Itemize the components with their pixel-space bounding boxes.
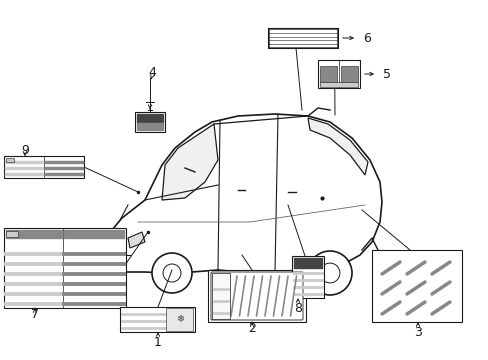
FancyBboxPatch shape (6, 231, 18, 237)
Text: 2: 2 (247, 323, 255, 336)
FancyBboxPatch shape (371, 250, 461, 322)
FancyBboxPatch shape (319, 66, 336, 82)
Polygon shape (128, 232, 145, 248)
FancyBboxPatch shape (120, 307, 195, 332)
Text: 9: 9 (21, 144, 29, 157)
FancyBboxPatch shape (267, 28, 337, 48)
Polygon shape (162, 124, 218, 200)
Text: 3: 3 (413, 325, 421, 338)
Polygon shape (307, 118, 367, 175)
Polygon shape (108, 114, 381, 273)
FancyBboxPatch shape (317, 60, 359, 88)
FancyBboxPatch shape (165, 308, 193, 331)
FancyBboxPatch shape (319, 82, 357, 87)
FancyBboxPatch shape (207, 270, 305, 322)
FancyBboxPatch shape (6, 158, 14, 162)
Text: 7: 7 (31, 309, 39, 321)
FancyBboxPatch shape (212, 273, 229, 319)
Text: 1: 1 (154, 336, 162, 348)
Circle shape (307, 251, 351, 295)
Circle shape (152, 253, 192, 293)
Text: 6: 6 (362, 31, 370, 45)
Text: 8: 8 (293, 302, 302, 315)
FancyBboxPatch shape (291, 256, 324, 298)
Text: 5: 5 (382, 68, 390, 81)
FancyBboxPatch shape (4, 156, 84, 178)
Text: 4: 4 (148, 66, 156, 78)
FancyBboxPatch shape (4, 228, 126, 308)
Text: ❄: ❄ (176, 315, 183, 324)
FancyBboxPatch shape (340, 66, 357, 82)
FancyBboxPatch shape (135, 112, 164, 132)
FancyBboxPatch shape (210, 272, 303, 320)
